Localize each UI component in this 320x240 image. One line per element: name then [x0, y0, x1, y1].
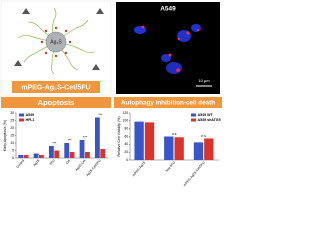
image-title: A549 — [160, 6, 176, 13]
annotation: *** — [83, 135, 88, 139]
nanoparticle-diagram: Ag₂S mPEG-Ag₂S-Cet/5FU — [0, 0, 112, 96]
header-band — [1, 97, 111, 108]
y-tick-label: 80 — [124, 127, 128, 131]
x-tick-label: 5FU — [49, 158, 56, 166]
bar — [134, 121, 144, 160]
bar — [79, 140, 85, 158]
graphical-abstract: Ag₂S mPEG-Ag₂S-Cet/5FU A549 10 μm Apopto… — [0, 0, 222, 187]
x-tick-label: free 5FU — [165, 160, 176, 173]
y-tick-label: 5 — [12, 148, 14, 152]
bar — [94, 117, 100, 158]
bar — [48, 146, 54, 158]
core-label: Ag₂S — [50, 39, 62, 45]
legend-swatch — [191, 118, 196, 122]
x-tick-label: mPEG-Ag2S-Cet/5FU — [182, 160, 206, 187]
y-tick-label: 100 — [123, 119, 129, 123]
annotation: *** — [52, 141, 57, 145]
bar — [193, 142, 204, 160]
annotation: *** — [98, 113, 103, 117]
x-tick-label: Ag2S-Cet — [74, 159, 86, 172]
bar — [100, 149, 106, 158]
y-tick-label: 10 — [10, 141, 14, 145]
bar — [39, 155, 44, 158]
y-axis-label: Relative Cell Viability (%) — [117, 116, 121, 156]
y-tick-label: 0 — [12, 156, 14, 160]
annotation: n.s. — [201, 134, 207, 138]
x-tick-label: Control — [15, 158, 25, 169]
y-tick-label: 40 — [124, 142, 128, 146]
bar — [64, 143, 70, 158]
y-axis-label: Early Apoptosis (%) — [3, 120, 7, 151]
x-tick-label: Ag2S-Cet/5FU — [85, 158, 102, 177]
y-tick-label: 30 — [10, 111, 14, 115]
bar — [164, 136, 174, 160]
y-tick-label: 25 — [10, 118, 14, 122]
x-tick-label: Ag2S — [32, 159, 40, 168]
chart-title: Autophagy inhibition-cell death — [121, 100, 215, 107]
bar — [54, 150, 60, 158]
legend-label: A549 WT — [198, 113, 214, 117]
y-tick-label: 120 — [123, 111, 129, 115]
y-tick-label: 20 — [124, 150, 128, 154]
bar — [69, 152, 75, 158]
bar — [33, 153, 39, 158]
legend-label: A549 shATG5 — [198, 118, 221, 122]
bar — [18, 155, 24, 158]
legend-label: A549 — [26, 113, 35, 117]
bar — [174, 137, 184, 160]
y-tick-label: 20 — [10, 126, 14, 130]
y-tick-label: 0 — [126, 158, 128, 162]
x-tick-label: mPEG-Ag2S — [131, 161, 146, 178]
chart-title: Apoptosis — [38, 98, 75, 107]
legend-swatch — [19, 113, 24, 117]
y-tick-label: 60 — [124, 134, 128, 138]
annotation: *** — [68, 138, 73, 142]
scale-label: 10 μm — [198, 78, 210, 83]
y-tick-label: 15 — [10, 133, 14, 137]
bar — [85, 152, 90, 158]
bar — [23, 155, 29, 158]
legend-label: HFL1 — [26, 118, 35, 122]
x-tick-label: Cet — [65, 159, 71, 165]
bar — [204, 138, 214, 160]
header-band — [114, 97, 222, 108]
bar — [144, 122, 155, 160]
construct-label: mPEG-Ag₂S-Cet/5FU — [21, 84, 90, 91]
legend-swatch — [191, 113, 196, 117]
fluorescence-image: A549 10 μm — [116, 2, 220, 94]
annotation: n.s. — [172, 132, 178, 136]
label-band — [12, 81, 100, 93]
legend-swatch — [19, 118, 24, 122]
